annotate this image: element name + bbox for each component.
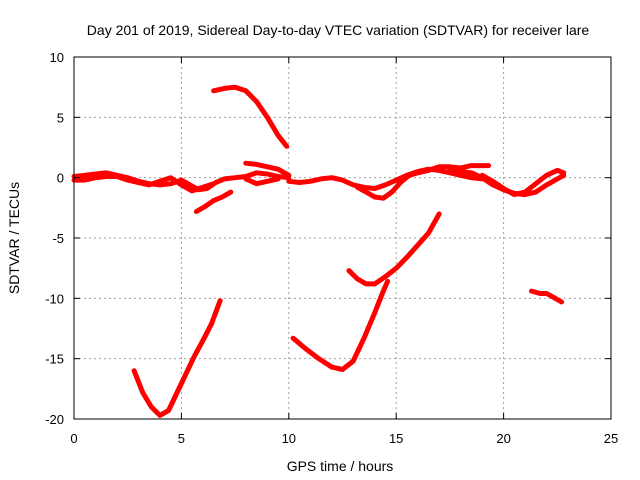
series-short-22	[529, 288, 565, 305]
series-rise-13-17	[346, 211, 442, 287]
y-tick-label: 5	[57, 110, 64, 125]
x-tick-label: 25	[604, 431, 618, 446]
series-short-dip-6	[193, 189, 234, 214]
x-axis-label: GPS time / hours	[287, 458, 394, 474]
y-tick-label: 0	[57, 171, 64, 186]
series-deep-v-4	[131, 298, 223, 418]
series-high-arc	[211, 84, 290, 149]
chart-title: Day 201 of 2019, Sidereal Day-to-day VTE…	[87, 22, 590, 38]
y-tick-label: -5	[52, 231, 64, 246]
grid-lines	[74, 57, 611, 419]
series-near-zero-band-d	[355, 163, 492, 201]
series-near-zero-band-b	[71, 174, 217, 194]
axis-ticks: 0 5 10 15 20 25 10 5 0 -5 -10 -15 -20	[45, 50, 618, 446]
y-tick-label: -15	[45, 352, 64, 367]
series-hump-8-10	[243, 160, 292, 178]
x-tick-label: 0	[70, 431, 77, 446]
x-tick-label: 20	[496, 431, 510, 446]
series-deep-u-12	[290, 278, 391, 372]
series-near-zero-band-f	[479, 167, 567, 198]
series-hump-8-9-low	[243, 176, 281, 187]
x-tick-label: 15	[389, 431, 403, 446]
x-tick-label: 10	[282, 431, 296, 446]
data-series	[71, 84, 567, 418]
y-tick-label: 10	[50, 50, 64, 65]
x-tick-label: 5	[178, 431, 185, 446]
y-tick-label: -20	[45, 412, 64, 427]
y-tick-label: -10	[45, 291, 64, 306]
y-axis-label: SDTVAR / TECUs	[6, 182, 22, 294]
